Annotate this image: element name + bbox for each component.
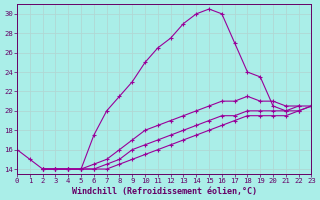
X-axis label: Windchill (Refroidissement éolien,°C): Windchill (Refroidissement éolien,°C) (72, 187, 257, 196)
